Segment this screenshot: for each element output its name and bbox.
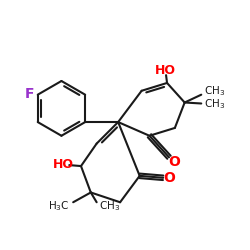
Text: O: O [163, 171, 175, 185]
Text: CH$_3$: CH$_3$ [98, 199, 120, 213]
Text: F: F [25, 87, 35, 101]
Text: HO: HO [53, 158, 74, 170]
Text: H$_3$C: H$_3$C [48, 199, 69, 213]
Text: CH$_3$: CH$_3$ [204, 84, 226, 98]
Text: HO: HO [154, 64, 176, 77]
Text: O: O [168, 155, 180, 169]
Text: CH$_3$: CH$_3$ [204, 98, 226, 111]
